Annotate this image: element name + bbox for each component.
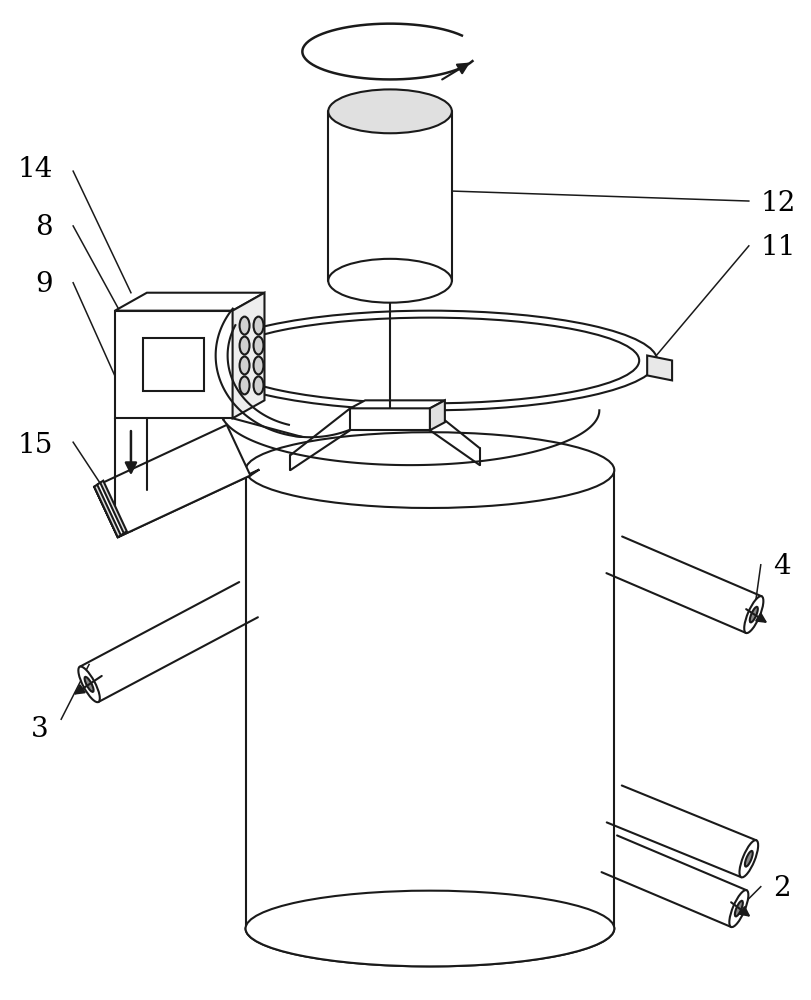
Ellipse shape bbox=[734, 901, 742, 916]
Ellipse shape bbox=[328, 89, 451, 133]
Ellipse shape bbox=[239, 356, 249, 374]
Polygon shape bbox=[646, 355, 672, 380]
Ellipse shape bbox=[253, 376, 263, 394]
Ellipse shape bbox=[744, 851, 752, 867]
Ellipse shape bbox=[253, 337, 263, 354]
Polygon shape bbox=[94, 487, 118, 537]
Ellipse shape bbox=[749, 607, 757, 622]
Polygon shape bbox=[143, 338, 204, 391]
Ellipse shape bbox=[245, 432, 614, 508]
Text: 3: 3 bbox=[31, 716, 48, 743]
Ellipse shape bbox=[245, 891, 614, 966]
Text: 9: 9 bbox=[36, 271, 54, 298]
Ellipse shape bbox=[203, 311, 656, 410]
Ellipse shape bbox=[84, 677, 93, 692]
Ellipse shape bbox=[221, 318, 638, 403]
Text: 2: 2 bbox=[772, 875, 789, 902]
Polygon shape bbox=[115, 293, 264, 311]
Polygon shape bbox=[429, 400, 444, 430]
Text: 4: 4 bbox=[772, 553, 789, 580]
Polygon shape bbox=[115, 311, 232, 418]
Polygon shape bbox=[94, 425, 250, 537]
Ellipse shape bbox=[239, 317, 249, 335]
Text: 8: 8 bbox=[36, 214, 54, 241]
Polygon shape bbox=[97, 483, 123, 535]
Text: 14: 14 bbox=[18, 156, 54, 183]
Polygon shape bbox=[350, 400, 444, 408]
Ellipse shape bbox=[239, 337, 249, 354]
Ellipse shape bbox=[728, 890, 748, 927]
Polygon shape bbox=[94, 481, 127, 537]
Polygon shape bbox=[118, 469, 259, 537]
Ellipse shape bbox=[78, 667, 100, 702]
Ellipse shape bbox=[253, 356, 263, 374]
Text: 15: 15 bbox=[18, 432, 54, 459]
Ellipse shape bbox=[253, 317, 263, 335]
Text: 11: 11 bbox=[760, 234, 796, 261]
Ellipse shape bbox=[239, 376, 249, 394]
Text: 12: 12 bbox=[760, 190, 795, 217]
Ellipse shape bbox=[739, 840, 757, 877]
Ellipse shape bbox=[744, 596, 762, 633]
Polygon shape bbox=[350, 408, 429, 430]
Ellipse shape bbox=[328, 259, 451, 303]
Polygon shape bbox=[232, 293, 264, 418]
